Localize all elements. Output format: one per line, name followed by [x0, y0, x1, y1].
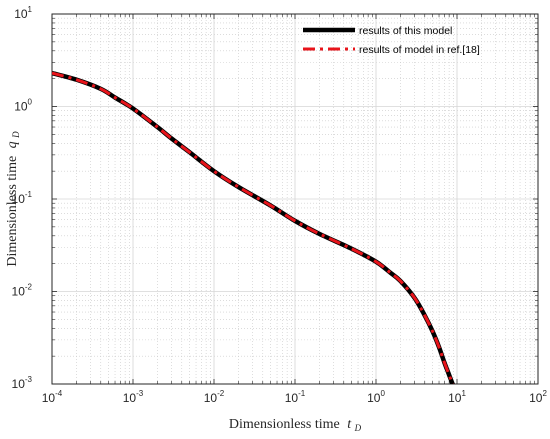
y-tick-label: 101 — [14, 5, 32, 21]
y-axis-title: Dimensionless time q D — [5, 131, 21, 267]
y-tick-label: 10-3 — [12, 375, 33, 391]
series-line-ref-model — [52, 71, 455, 384]
x-tick-label: 10-4 — [42, 389, 63, 405]
y-tick-exponent: -3 — [25, 375, 33, 384]
legend-label-this-model: results of this model — [359, 25, 452, 37]
x-tick-exponent: -1 — [298, 389, 306, 398]
x-tick-label: 10-3 — [123, 389, 144, 405]
y-tick-label: 10-1 — [12, 190, 33, 206]
x-tick-base: 10 — [204, 391, 218, 405]
x-tick-exponent: 2 — [542, 389, 547, 398]
x-tick-exponent: -3 — [136, 389, 144, 398]
x-axis-title-text: Dimensionless time — [229, 417, 340, 432]
series-layer — [52, 70, 455, 384]
x-axis-variable: t — [347, 417, 352, 432]
x-tick-exponent: -2 — [217, 389, 225, 398]
x-tick-labels: 10-4 10-3 10-2 10-1 100 101 102 — [42, 389, 548, 405]
y-tick-label: 100 — [14, 98, 32, 114]
x-tick-exponent: 0 — [380, 389, 385, 398]
x-tick-exponent: -4 — [55, 389, 63, 398]
x-tick-label: 10-1 — [285, 389, 306, 405]
y-tick-exponent: -1 — [25, 190, 33, 199]
y-tick-base: 10 — [12, 192, 26, 206]
x-tick-base: 10 — [367, 391, 381, 405]
x-tick-base: 10 — [285, 391, 299, 405]
y-axis-subscript: D — [11, 131, 21, 139]
y-tick-exponent: 0 — [28, 98, 33, 107]
y-tick-base: 10 — [12, 285, 26, 299]
x-tick-label: 102 — [529, 389, 547, 405]
x-tick-label: 100 — [367, 389, 385, 405]
y-axis-variable: q — [5, 141, 20, 148]
x-tick-exponent: 1 — [461, 389, 466, 398]
y-tick-base: 10 — [14, 7, 28, 21]
x-axis-title: Dimensionless time t D — [229, 417, 362, 433]
x-tick-base: 10 — [448, 391, 462, 405]
x-tick-base: 10 — [42, 391, 56, 405]
y-tick-exponent: -2 — [25, 283, 33, 292]
y-tick-exponent: 1 — [28, 5, 33, 14]
x-tick-label: 101 — [448, 389, 466, 405]
x-tick-base: 10 — [529, 391, 543, 405]
x-tick-base: 10 — [123, 391, 137, 405]
y-tick-base: 10 — [12, 377, 26, 391]
legend: results of this model results of model i… — [303, 25, 480, 56]
x-axis-subscript: D — [354, 423, 362, 433]
y-axis-title-text: Dimensionless time — [5, 156, 20, 267]
legend-label-ref-model: results of model in ref.[18] — [359, 44, 480, 56]
x-tick-label: 10-2 — [204, 389, 225, 405]
tick-marks — [51, 13, 539, 385]
y-tick-base: 10 — [14, 100, 28, 114]
y-tick-label: 10-2 — [12, 283, 33, 299]
